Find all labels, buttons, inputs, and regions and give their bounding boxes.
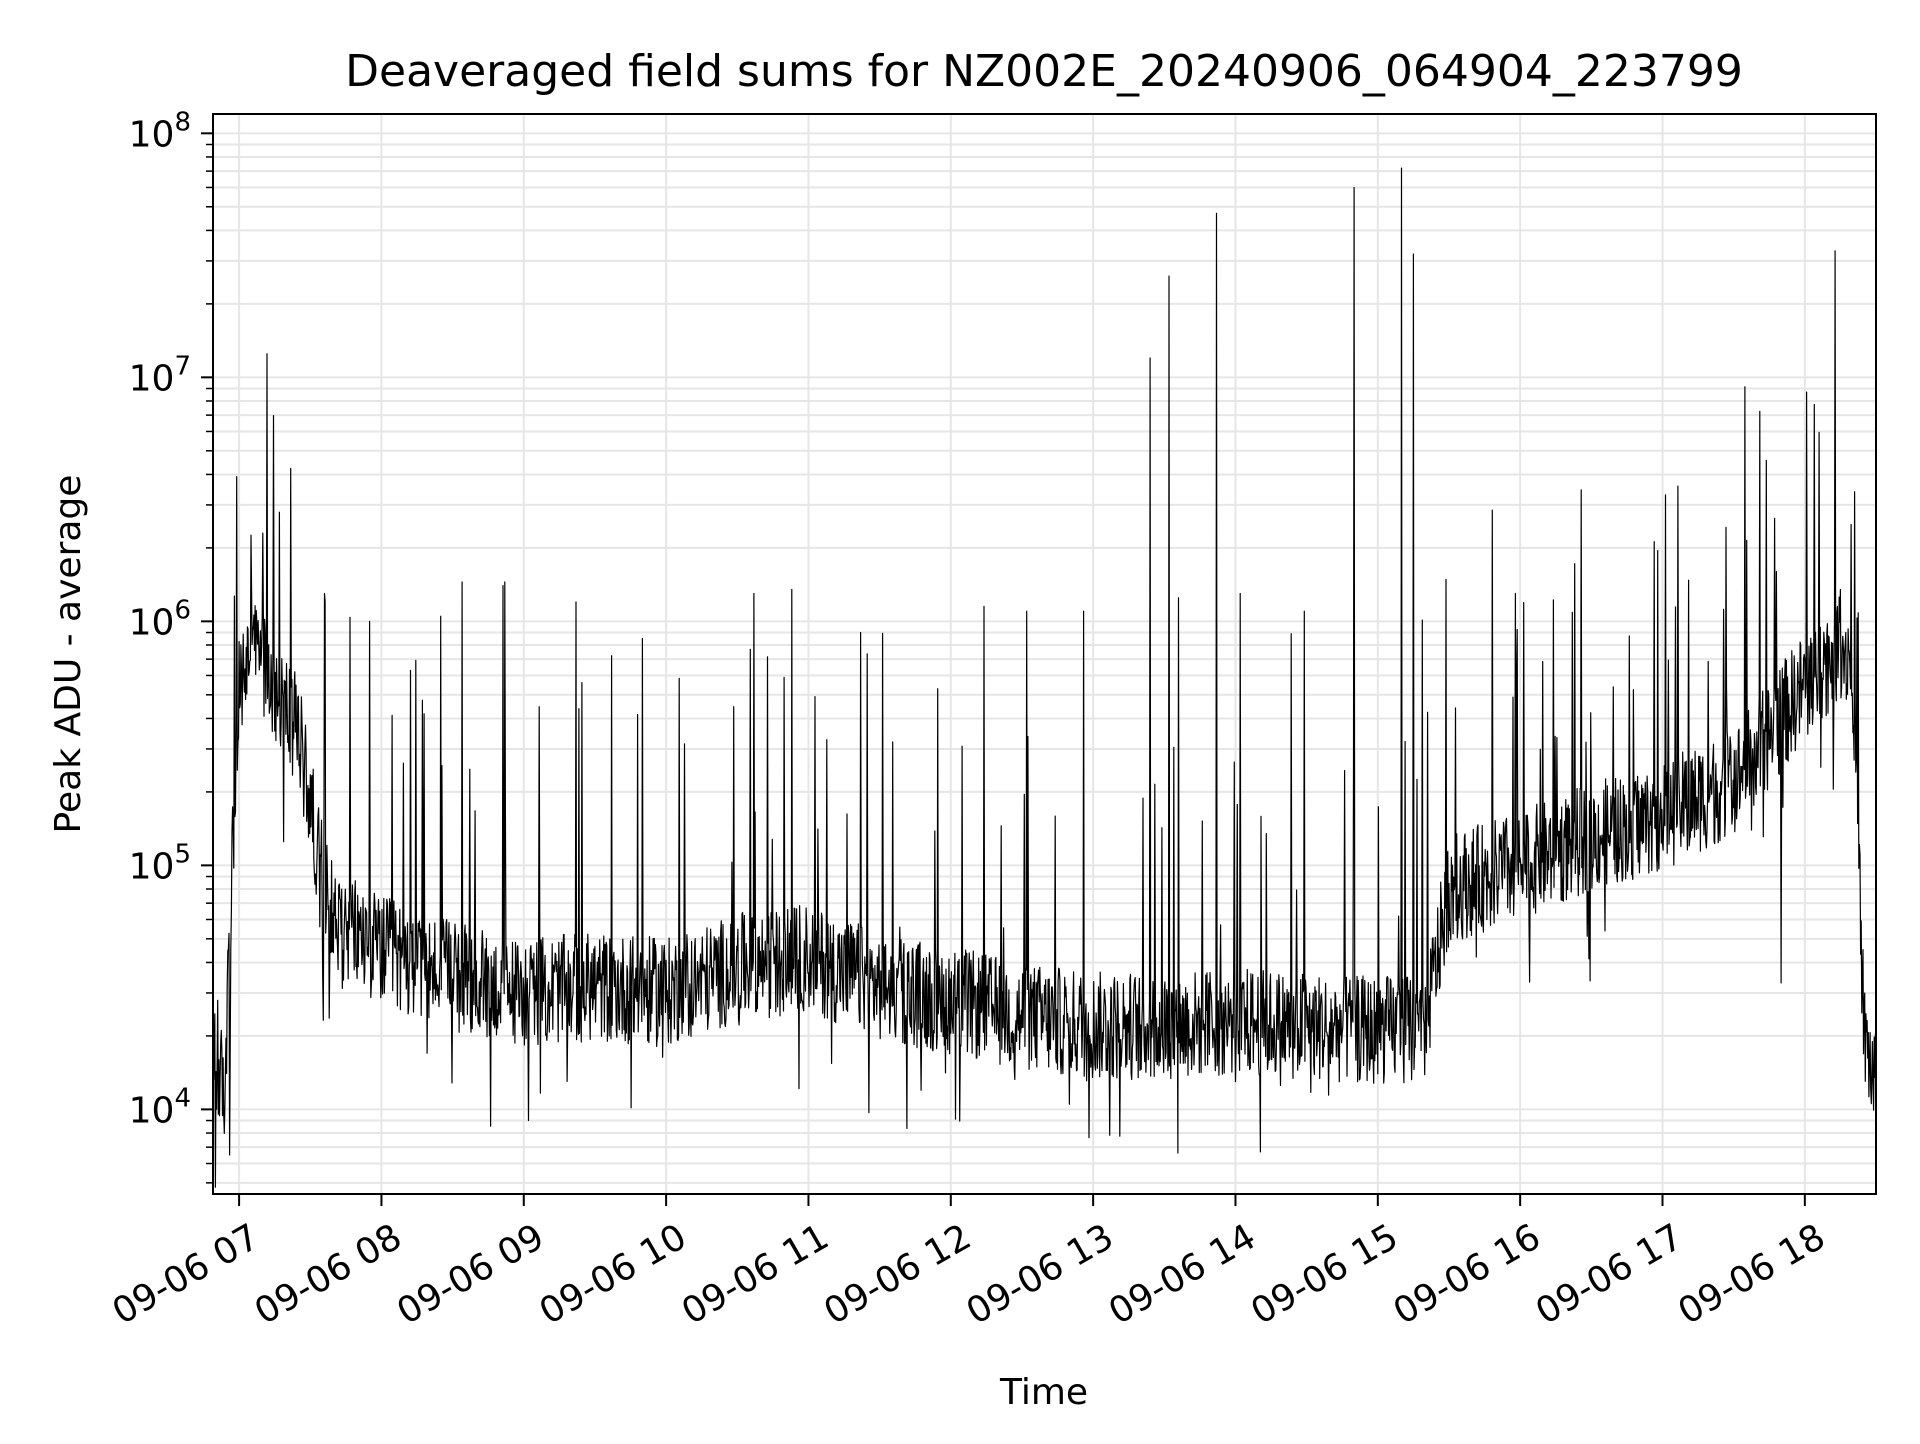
- x-tick-label: 09-06 12: [817, 1216, 978, 1332]
- x-tick-label: 09-06 18: [1671, 1216, 1832, 1332]
- x-tick-label: 09-06 08: [248, 1216, 409, 1332]
- series-line: [212, 167, 1877, 1188]
- x-tick-label: 09-06 09: [390, 1216, 551, 1332]
- y-tick-exponent: 7: [174, 351, 191, 381]
- x-tick-label: 09-06 16: [1387, 1216, 1548, 1332]
- y-tick-exponent: 4: [174, 1083, 191, 1113]
- y-tick-label: 104: [129, 1083, 191, 1131]
- y-tick-base: 10: [129, 358, 175, 399]
- y-axis-label: Peak ADU - average: [48, 475, 89, 834]
- y-tick-exponent: 5: [174, 839, 191, 869]
- chart-title: Deaveraged field sums for NZ002E_2024090…: [345, 46, 1743, 97]
- y-tick-label: 108: [129, 107, 191, 155]
- y-tick-label: 106: [129, 595, 191, 643]
- y-tick-label: 107: [129, 351, 191, 399]
- x-tick-label: 09-06 17: [1529, 1216, 1690, 1332]
- x-tick-label: 09-06 14: [1102, 1216, 1263, 1332]
- grid-lines: [213, 114, 1876, 1194]
- x-tick-label: 09-06 11: [675, 1216, 836, 1332]
- x-tick-label: 09-06 10: [533, 1216, 694, 1332]
- y-tick-exponent: 6: [174, 595, 191, 625]
- y-tick-base: 10: [129, 846, 175, 887]
- x-tick-label: 09-06 13: [960, 1216, 1121, 1332]
- x-axis-label: Time: [999, 1372, 1088, 1413]
- y-tick-label: 105: [129, 839, 191, 887]
- y-tick-base: 10: [129, 602, 175, 643]
- x-tick-label: 09-06 07: [106, 1216, 267, 1332]
- y-tick-base: 10: [129, 114, 175, 155]
- y-tick-exponent: 8: [174, 107, 191, 137]
- y-tick-base: 10: [129, 1090, 175, 1131]
- series-layer: [212, 167, 1877, 1188]
- x-tick-label: 09-06 15: [1244, 1216, 1405, 1332]
- plot-frame: [212, 113, 1877, 1195]
